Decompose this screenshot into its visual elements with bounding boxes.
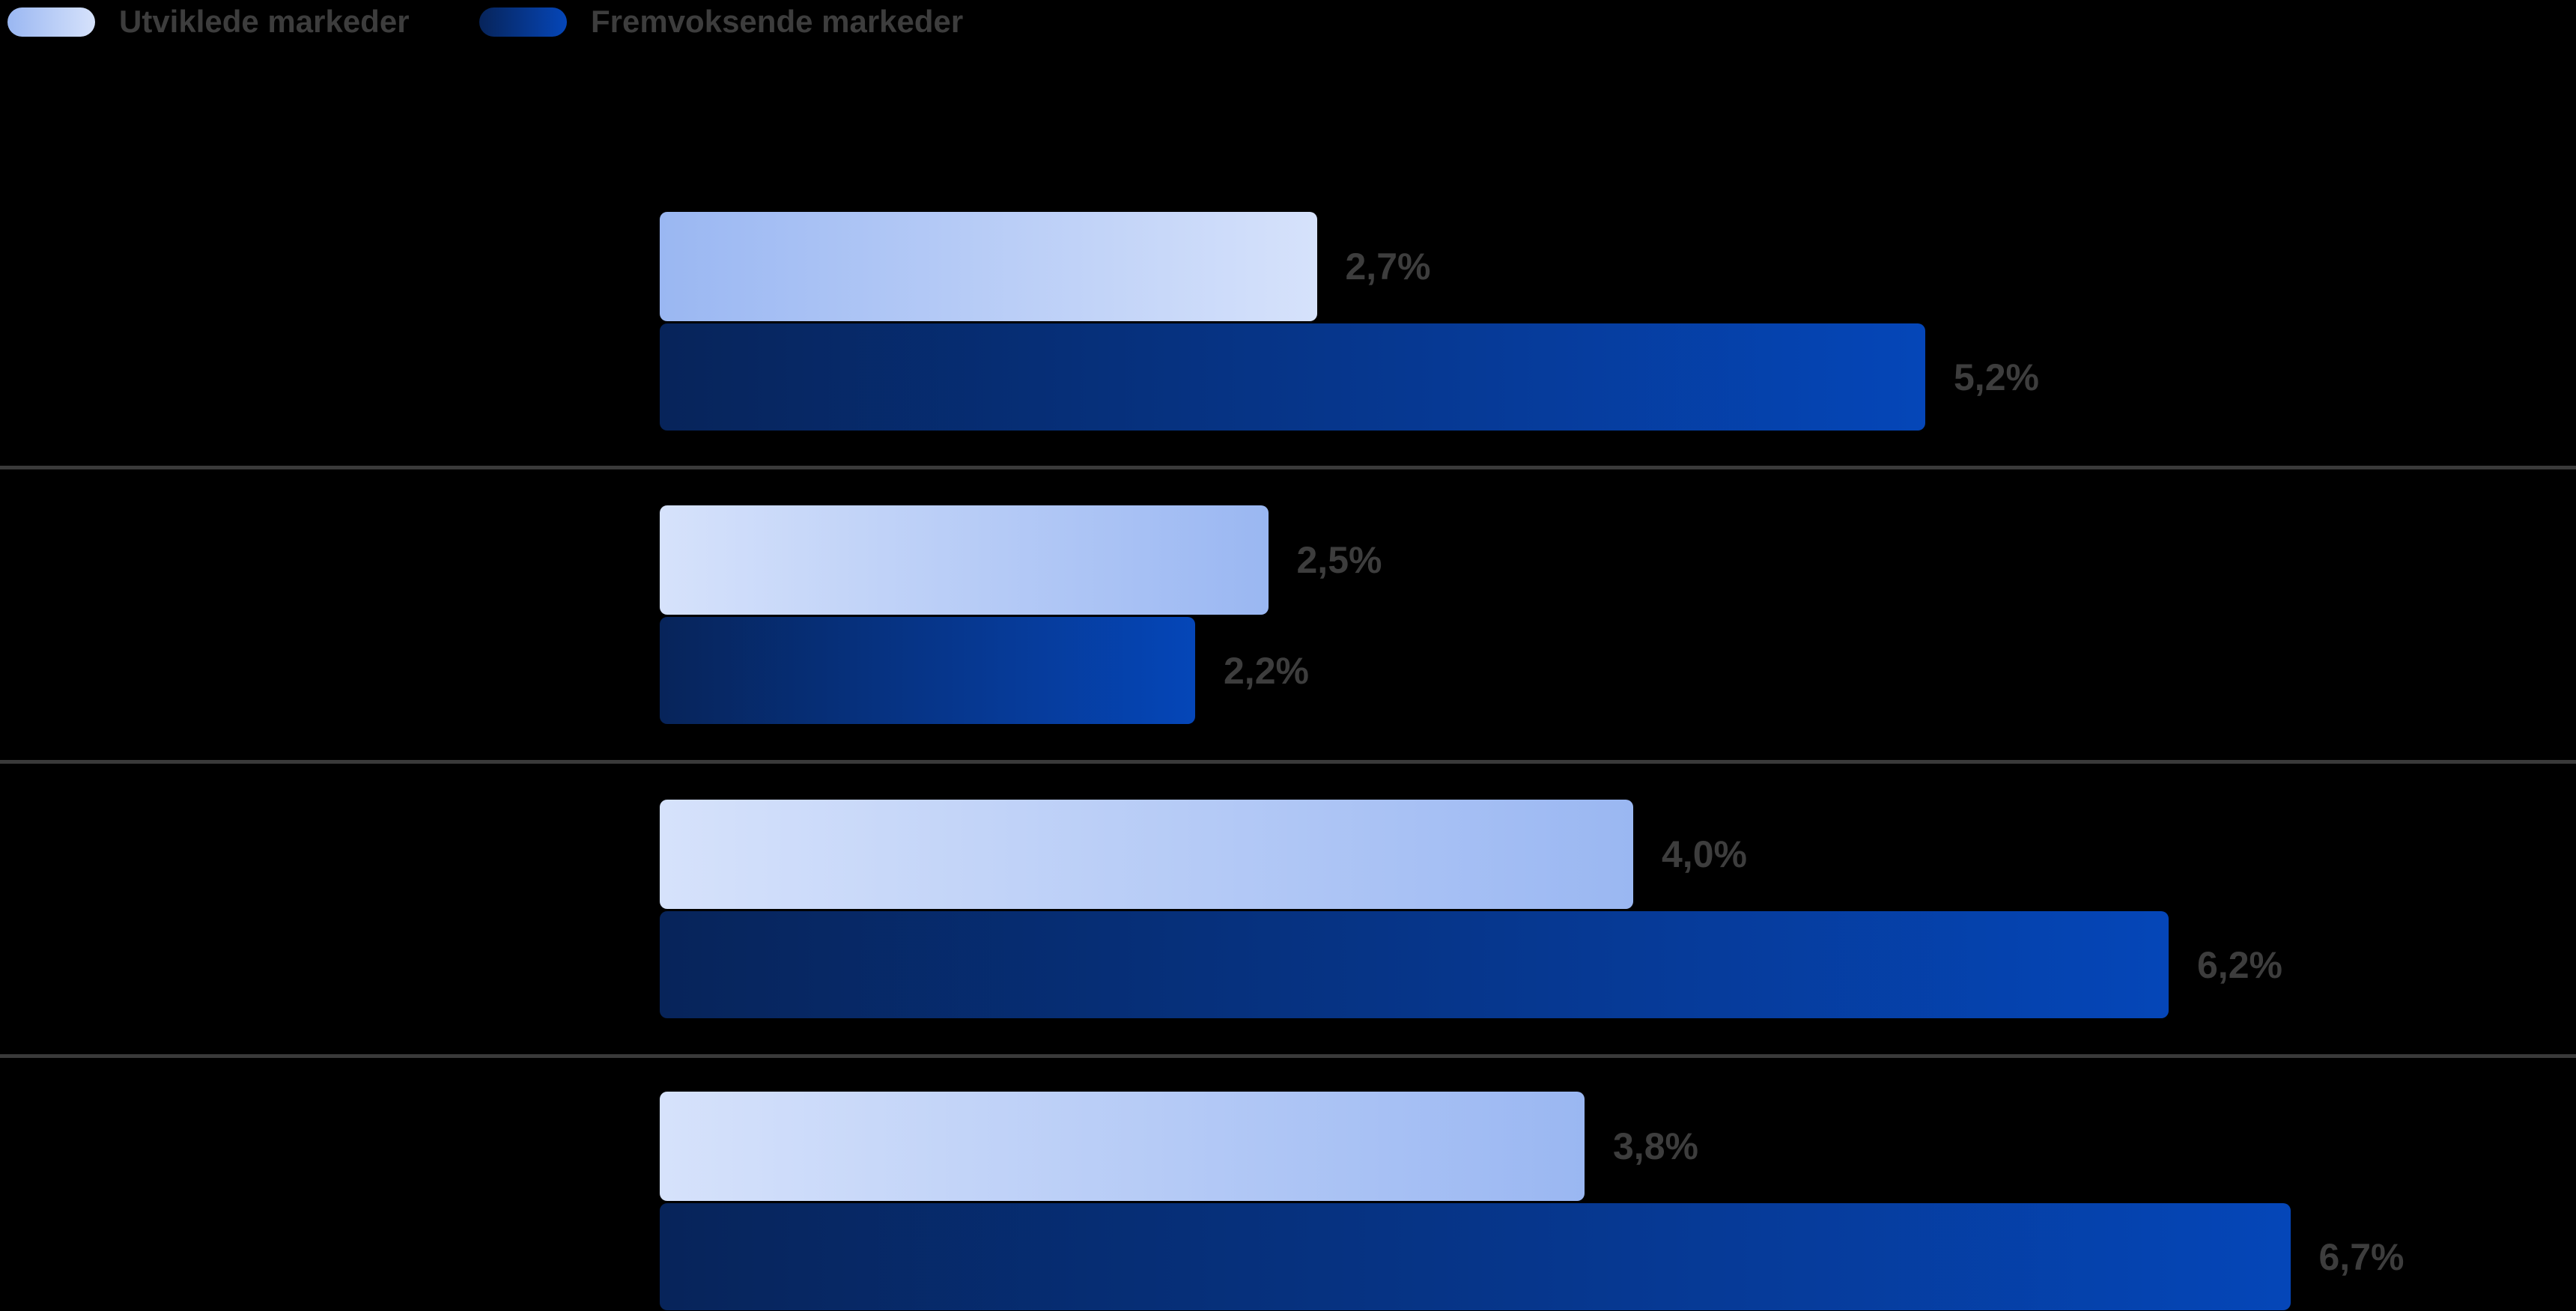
bar-group-1: 2,7% 5,2%	[660, 212, 2039, 431]
legend-swatch-light-series	[7, 7, 95, 37]
bar-fremvoksende-markeder: 6,7%	[660, 1203, 2404, 1310]
bar-fremvoksende-markeder: 2,2%	[660, 617, 1309, 724]
bar-group-2: 2,5% 2,2%	[660, 505, 1382, 724]
row-separator	[0, 760, 2576, 764]
bar-value-label: 3,8%	[1613, 1125, 1698, 1167]
bar-value-label: 6,7%	[2318, 1235, 2405, 1278]
bar-value-label: 2,7%	[1345, 246, 1431, 288]
chart-legend: Utviklede markeder Fremvoksende markeder	[0, 0, 2576, 45]
row-separator	[0, 1054, 2576, 1058]
row-separator	[0, 466, 2576, 469]
legend-label: Fremvoksende markeder	[591, 4, 964, 39]
bar-utviklede-markeder: 2,5%	[660, 505, 1382, 615]
bar-group-3: 4,0% 6,2%	[660, 800, 2282, 1018]
bar-value-label: 4,0%	[1662, 833, 1747, 875]
bar-group-4: 3,8% 6,7%	[660, 1092, 2404, 1310]
legend-item-fremvoksende-markeder[interactable]: Fremvoksende markeder	[479, 0, 963, 43]
bar-utviklede-markeder: 4,0%	[660, 800, 1747, 909]
bar-value-label: 5,2%	[1954, 356, 2039, 398]
bar-fremvoksende-markeder: 5,2%	[660, 323, 2039, 431]
bar-value-label: 2,2%	[1224, 649, 1309, 692]
bar-value-label: 2,5%	[1296, 539, 1382, 581]
bar-value-label: 6,2%	[2197, 943, 2282, 986]
bar-utviklede-markeder: 2,7%	[660, 212, 1430, 321]
legend-swatch-dark-series	[479, 7, 567, 37]
bar-fremvoksende-markeder: 6,2%	[660, 911, 2282, 1018]
bar-utviklede-markeder: 3,8%	[660, 1092, 1698, 1201]
legend-item-utviklede-markeder[interactable]: Utviklede markeder	[7, 0, 410, 43]
legend-label: Utviklede markeder	[119, 4, 410, 39]
